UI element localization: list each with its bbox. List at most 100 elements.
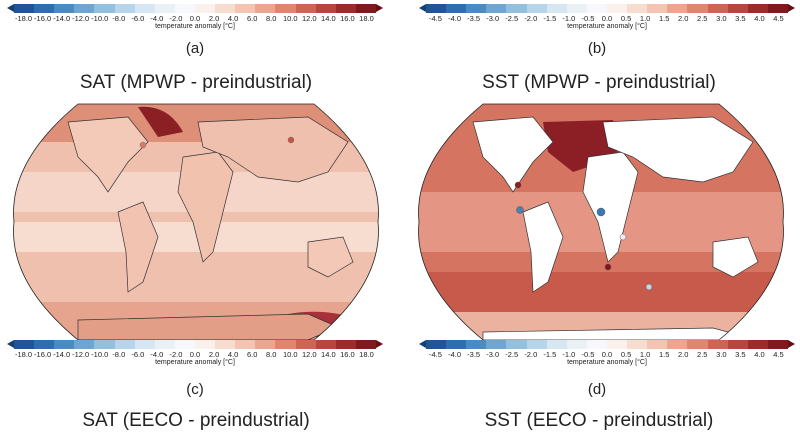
colorbar-tick-label: 8.0 xyxy=(265,14,277,23)
colorbar-tick-label: -10.0 xyxy=(91,350,109,359)
africa-shape xyxy=(177,151,234,263)
colorbar-segment xyxy=(647,4,668,13)
colorbar-tick-label: -2.0 xyxy=(169,14,183,23)
colorbar-tick-label: -2.0 xyxy=(169,350,183,359)
colorbar-tick-label: 16.0 xyxy=(340,350,355,359)
sat-map-title: SAT (MPWP - preindustrial) xyxy=(79,72,313,93)
colorbar-tick-label: 4.5 xyxy=(773,14,784,23)
panel-label-a: (a) xyxy=(185,40,205,57)
colorbar-segment xyxy=(174,4,195,13)
colorbar-tick-label: -8.0 xyxy=(112,14,126,23)
colorbar-tick-label: -0.5 xyxy=(581,14,595,23)
colorbar-max-arrow xyxy=(788,4,795,12)
colorbar-segment xyxy=(295,4,316,13)
colorbar-segment xyxy=(355,4,376,13)
colorbar-segment xyxy=(506,4,527,13)
colorbar-label: temperature anomaly [°C] xyxy=(567,23,647,30)
colorbar-segment xyxy=(134,4,155,13)
colorbar-tick-label: 4.0 xyxy=(754,350,765,359)
colorbar-tick-label: 0.0 xyxy=(601,14,613,23)
colorbar-segment xyxy=(426,4,447,13)
colorbar-segment xyxy=(767,340,788,349)
colorbar-segment xyxy=(94,4,115,13)
colorbar-tick-label: -3.5 xyxy=(467,14,481,23)
colorbar-tick-label: 0.0 xyxy=(601,350,613,359)
north-america-shape xyxy=(67,116,149,193)
panel-label-c: (c) xyxy=(186,381,204,398)
colorbar-tick-label: 0.5 xyxy=(620,14,632,23)
sat-eeco-title: SAT (EECO - preindustrial) xyxy=(82,410,310,431)
colorbar-segment xyxy=(74,340,95,349)
colorbar-segment xyxy=(446,4,467,13)
colorbar-tick-label: -2.0 xyxy=(524,350,538,359)
colorbar-tick-label: -3.0 xyxy=(486,14,500,23)
colorbar-tick-label: -1.5 xyxy=(543,14,557,23)
australia-shape xyxy=(307,236,354,278)
colorbar-segment xyxy=(355,340,376,349)
colorbar-tick-label: 1.5 xyxy=(658,14,670,23)
colorbar-tick-label: 4.0 xyxy=(227,350,239,359)
colorbar-segment xyxy=(34,4,55,13)
colorbar-segment xyxy=(546,340,567,349)
colorbar-segment xyxy=(275,340,296,349)
colorbar-label: temperature anomaly [°C] xyxy=(155,23,235,30)
colorbar-segment xyxy=(154,340,175,349)
colorbar-max-arrow xyxy=(376,4,383,12)
sst-map-title: SST (MPWP - preindustrial) xyxy=(482,72,716,93)
colorbar-tick-label: 10.0 xyxy=(282,350,298,359)
colorbar-ticks: -18.0 -16.0 -14.0 -12.0 -10.0 -8.0 -6.0 -4.0 -2.… xyxy=(14,349,376,359)
colorbar-gradient xyxy=(426,340,788,349)
colorbar-segment xyxy=(54,4,75,13)
colorbar-segment xyxy=(667,4,688,13)
colorbar-segment xyxy=(315,4,336,13)
colorbar-segment xyxy=(526,340,547,349)
colorbar-min-arrow xyxy=(7,4,14,12)
sat-map xyxy=(13,103,379,341)
colorbar-tick-label: 14.0 xyxy=(321,14,336,23)
colorbar-segment xyxy=(54,340,75,349)
colorbar-tick-label: -4.5 xyxy=(429,350,442,359)
colorbar-tick-label: 18.0 xyxy=(359,350,374,359)
colorbar-tick-label: -18.0 xyxy=(14,14,33,23)
colorbar-tick-label: 3.0 xyxy=(716,14,727,23)
colorbar-segment xyxy=(94,340,115,349)
colorbar-tick-label: 0.5 xyxy=(620,350,632,359)
colorbar-segment xyxy=(134,340,155,349)
colorbar-segment xyxy=(335,340,356,349)
colorbar-tick-label: 10.0 xyxy=(282,14,298,23)
top-right-colorbar: -4.5 -4.0 -3.5 -3.0 -2.5 -2.0 -1.5 -1.0 -0.5 0.0 0… xyxy=(419,4,795,30)
colorbar-tick-label: 6.0 xyxy=(246,350,258,359)
colorbar-tick-label: -4.5 xyxy=(429,14,442,23)
colorbar-segment xyxy=(14,4,35,13)
colorbar-min-arrow xyxy=(419,340,426,348)
colorbar-tick-label: -14.0 xyxy=(53,350,71,359)
colorbar-tick-label: 3.5 xyxy=(735,350,746,359)
colorbar-tick-label: 0.0 xyxy=(189,350,201,359)
colorbar-segment xyxy=(215,4,236,13)
colorbar-tick-label: -16.0 xyxy=(34,350,52,359)
colorbar-segment xyxy=(586,340,607,349)
colorbar-tick-label: 18.0 xyxy=(359,14,374,23)
sst-eeco-title: SST (EECO - preindustrial) xyxy=(484,410,714,431)
colorbar-segment xyxy=(687,4,708,13)
colorbar-tick-label: -16.0 xyxy=(34,14,52,23)
colorbar-segment xyxy=(275,4,296,13)
colorbar-segment xyxy=(747,4,768,13)
colorbar-tick-label: -4.0 xyxy=(448,350,462,359)
colorbar-segment xyxy=(546,4,567,13)
colorbar-segment xyxy=(194,4,216,13)
colorbar-tick-label: -2.0 xyxy=(524,14,538,23)
colorbar-segment xyxy=(707,340,728,349)
colorbar-segment xyxy=(426,340,447,349)
panel-label-d: (d) xyxy=(587,381,607,398)
colorbar-tick-label: 4.0 xyxy=(754,14,765,23)
colorbar-segment xyxy=(486,4,507,13)
colorbar-segment xyxy=(586,4,607,13)
colorbar-tick-label: -1.0 xyxy=(562,350,576,359)
colorbar-tick-label: 12.0 xyxy=(302,14,317,23)
colorbar-tick-label: 4.0 xyxy=(227,14,239,23)
colorbar-ticks: -4.5 -4.0 -3.5 -3.0 -2.5 -2.0 -1.5 -1.0 -0.5 0.0 0… xyxy=(426,349,788,359)
colorbar-max-arrow xyxy=(788,340,795,348)
colorbar-segment xyxy=(194,340,216,349)
colorbar-tick-label: -3.0 xyxy=(486,350,500,359)
